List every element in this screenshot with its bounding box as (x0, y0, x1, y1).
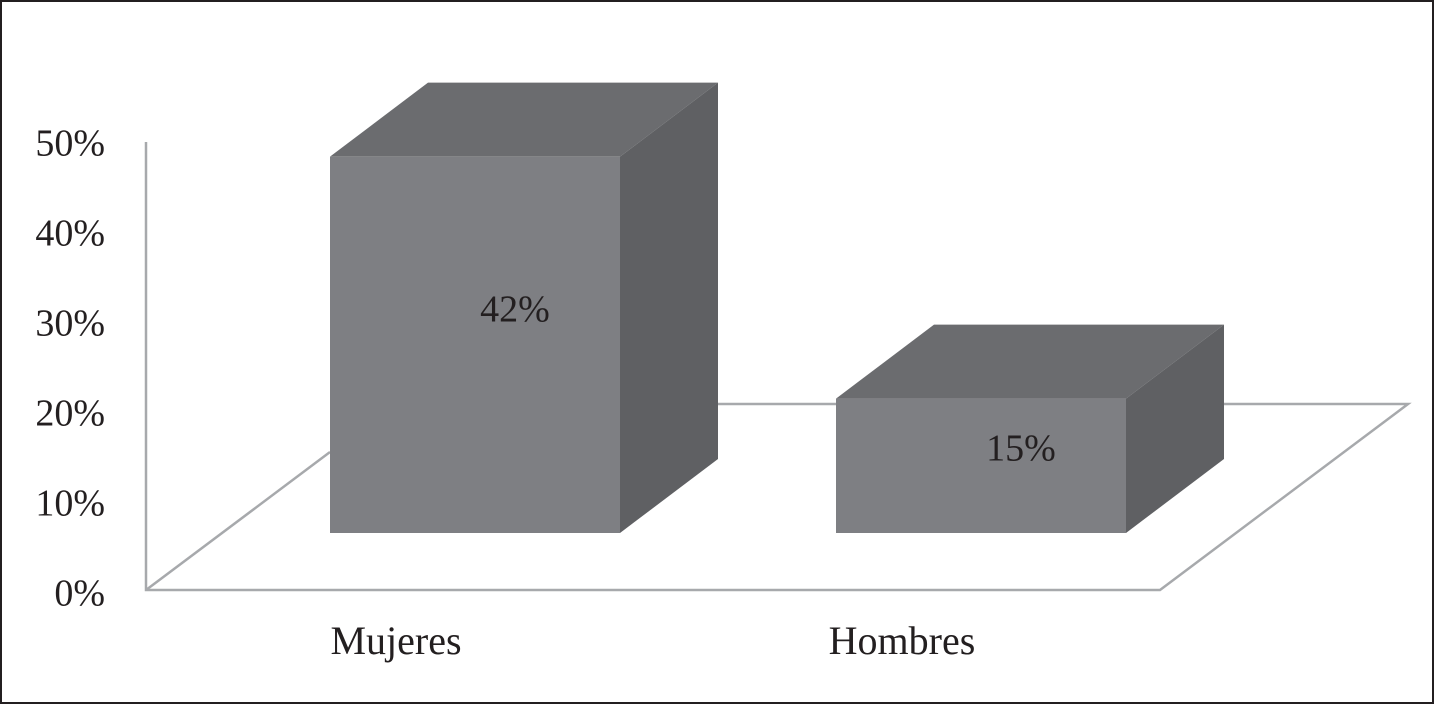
bar-front (836, 398, 1126, 533)
x-tick-label: Mujeres (330, 618, 461, 663)
bar-top (330, 82, 718, 157)
data-label: 42% (480, 289, 550, 331)
y-tick-label: 50% (35, 123, 105, 165)
bar-top (836, 324, 1224, 399)
y-tick-label: 30% (35, 303, 105, 345)
bar-front (330, 156, 620, 533)
y-tick-label: 0% (54, 573, 105, 615)
y-tick-label: 10% (35, 483, 105, 525)
x-tick-label: Hombres (829, 618, 976, 663)
bar-side (620, 82, 718, 534)
data-label: 15% (986, 428, 1056, 470)
y-tick-label: 20% (35, 393, 105, 435)
y-tick-label: 40% (35, 213, 105, 255)
bar (836, 324, 1224, 533)
floor-edge (145, 451, 331, 591)
bar (330, 82, 718, 534)
bar-side (1126, 324, 1224, 533)
